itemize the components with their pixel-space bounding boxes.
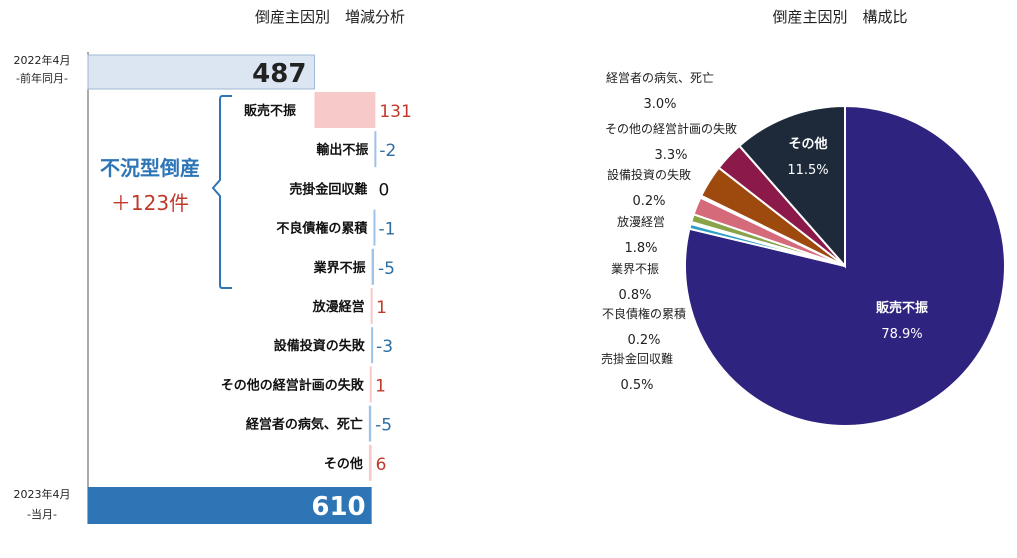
waterfall-bar-8 (368, 405, 372, 442)
pie-value-other: 11.5% (787, 163, 828, 178)
start-bar (87, 54, 315, 90)
waterfall-value-label-2: 0 (378, 180, 389, 200)
waterfall-value-label-1: -2 (379, 141, 396, 161)
pie-slice-8 (737, 104, 846, 269)
pie-label-illness: 経営者の病気、死亡 (606, 70, 714, 85)
waterfall-category-label-3: 不良債権の累積 (276, 221, 368, 237)
waterfall-category-label-9: その他 (324, 456, 363, 472)
pie-label-lax: 放漫経営 (617, 214, 665, 229)
waterfall-bar-4 (371, 248, 374, 285)
pie-value-bad-debt: 0.2% (627, 333, 660, 348)
waterfall-value-label-3: -1 (378, 220, 395, 240)
waterfall-bar-7 (369, 366, 372, 403)
pie-slices (684, 104, 1006, 427)
waterfall-bar-0 (314, 92, 376, 128)
start-bar-value: 487 (252, 59, 306, 89)
waterfall-value-label-6: -3 (376, 337, 393, 357)
end-period-sublabel: -当月- (27, 507, 57, 521)
pie-label-plan-failure: その他の経営計画の失敗 (605, 121, 737, 136)
pie-value-receivables: 0.5% (620, 378, 653, 393)
start-period-sublabel: -前年同月- (16, 71, 68, 85)
waterfall-category-label-1: 輸出不振 (316, 142, 368, 158)
waterfall-value-label-0: 131 (379, 102, 411, 122)
pie-value-capex: 0.2% (632, 194, 665, 209)
waterfall-bar-1 (374, 131, 377, 168)
start-period-label: 2022年4月 (14, 53, 71, 67)
pie-value-lax: 1.8% (624, 241, 657, 256)
end-period-label: 2023年4月 (14, 487, 71, 501)
pie-label-industry: 業界不振 (611, 262, 659, 276)
bracket-change: ＋123件 (111, 191, 189, 215)
end-bar (88, 487, 372, 524)
waterfall-category-label-2: 売掛金回収難 (289, 181, 367, 197)
pie-value-plan-failure: 3.3% (654, 148, 687, 163)
waterfall-category-label-4: 業界不振 (313, 260, 366, 276)
pie-label-receivables: 売掛金回収難 (601, 351, 673, 366)
waterfall-category-label-5: 放漫経営 (312, 299, 365, 315)
waterfall-value-label-8: -5 (375, 416, 392, 436)
waterfall-category-label-8: 経営者の病気、死亡 (246, 417, 363, 433)
waterfall-category-label-6: 設備投資の失敗 (274, 338, 366, 354)
waterfall-category-label-0: 販売不振 (244, 103, 296, 119)
bracket-shape (211, 95, 232, 289)
pie-value-illness: 3.0% (643, 97, 676, 112)
waterfall-category-label-7: その他の経営計画の失敗 (221, 377, 365, 393)
pie-value-industry: 0.8% (618, 288, 651, 303)
pie-label-sales: 販売不振 (876, 300, 928, 316)
waterfall-bar-3 (373, 209, 376, 246)
pie-label-capex: 設備投資の失敗 (607, 167, 691, 182)
waterfall-value-label-4: -5 (378, 259, 395, 279)
waterfall-title: 倒産主因別 増減分析 (255, 8, 405, 26)
end-bar-value: 610 (311, 492, 365, 522)
pie-title: 倒産主因別 構成比 (772, 8, 907, 26)
waterfall-value-label-5: 1 (376, 298, 387, 318)
pie-value-sales: 78.9% (881, 327, 922, 342)
waterfall-value-label-7: 1 (375, 376, 386, 396)
waterfall-value-label-9: 6 (376, 455, 387, 475)
waterfall-bar-6 (371, 327, 374, 364)
waterfall-bar-5 (370, 288, 373, 324)
waterfall-bar-9 (368, 444, 372, 481)
bracket-label: 不況型倒産 (100, 156, 200, 180)
waterfall-steps: 販売不振 131 輸出不振 -2 売掛金回収難 0 不良債権の累積 -1 業界不振 -5 放漫経営 1… (221, 92, 412, 481)
pie-label-other: その他 (788, 136, 827, 152)
pie-label-bad-debt: 不良債権の累積 (602, 306, 686, 321)
